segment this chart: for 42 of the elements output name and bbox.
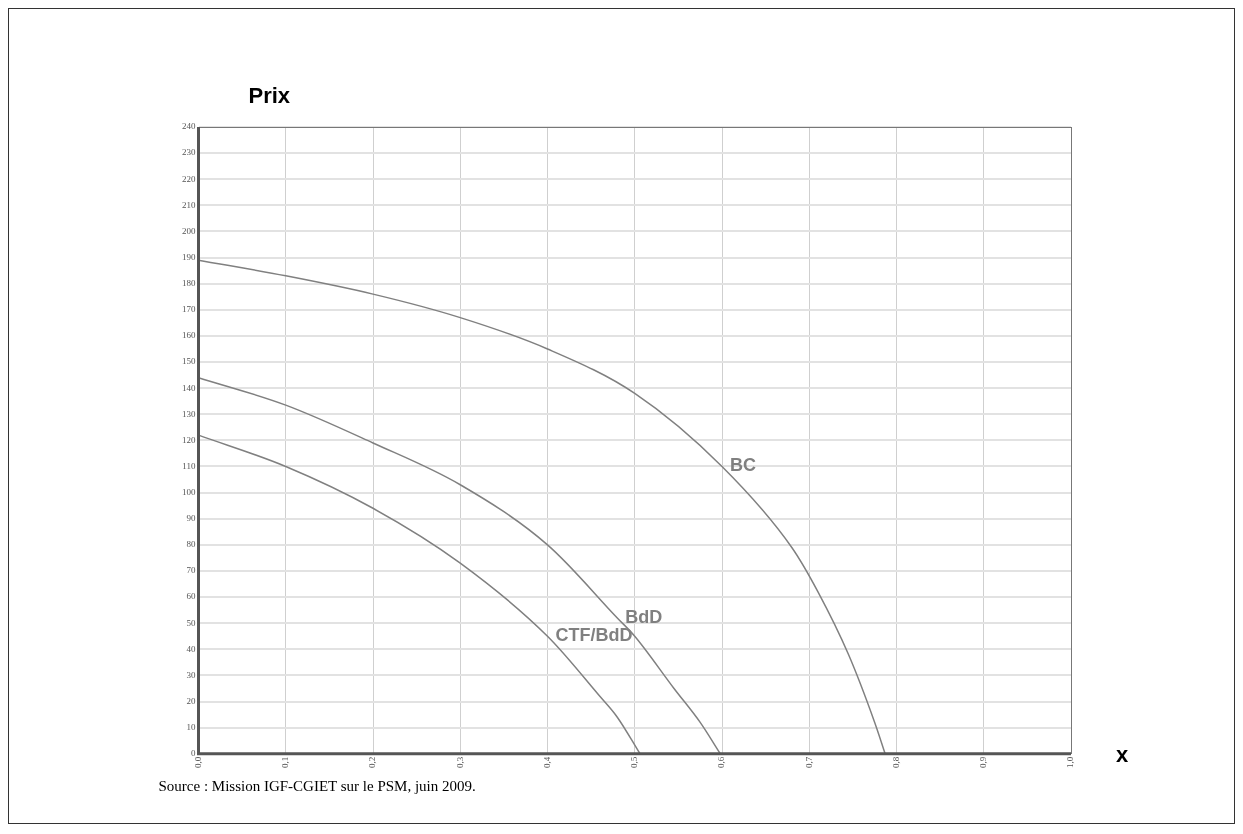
y-tick-label: 0 xyxy=(191,748,196,759)
series-label: CTF/BdD xyxy=(555,625,633,646)
y-tick-label: 110 xyxy=(182,460,196,471)
x-axis-title: x xyxy=(1116,741,1129,767)
y-tick-label: 30 xyxy=(186,669,196,680)
y-tick-label: 170 xyxy=(182,304,196,315)
y-tick-label: 220 xyxy=(182,173,196,184)
x-tick-label: 0,0 xyxy=(192,756,203,768)
y-tick-label: 140 xyxy=(182,382,196,393)
y-tick-label: 50 xyxy=(186,617,196,628)
y-tick-label: 180 xyxy=(182,278,196,289)
x-tick-label: 0,7 xyxy=(803,756,814,768)
x-tick-label: 0,6 xyxy=(716,756,727,768)
x-tick-label: 0,8 xyxy=(890,756,901,768)
x-tick-label: 0,3 xyxy=(454,756,465,768)
source-note: Source : Mission IGF-CGIET sur le PSM, juin 2009. xyxy=(158,777,476,794)
y-tick-label: 120 xyxy=(182,434,196,445)
x-tick-label: 0,1 xyxy=(280,756,291,768)
y-tick-label: 240 xyxy=(182,121,196,132)
series-label: BC xyxy=(730,455,756,476)
y-tick-label: 70 xyxy=(186,565,196,576)
y-tick-label: 160 xyxy=(182,330,196,341)
x-tick-label: 1,0 xyxy=(1065,756,1076,768)
y-tick-label: 190 xyxy=(182,251,196,262)
y-tick-label: 10 xyxy=(186,721,196,732)
x-tick-label: 0,9 xyxy=(978,756,989,768)
y-tick-label: 20 xyxy=(186,695,196,706)
y-tick-label: 80 xyxy=(186,539,196,550)
x-tick-label: 0,2 xyxy=(367,756,378,768)
y-tick-label: 150 xyxy=(182,356,196,367)
y-tick-label: 40 xyxy=(186,643,196,654)
y-tick-label: 210 xyxy=(182,199,196,210)
y-tick-label: 100 xyxy=(182,486,196,497)
y-axis-title: Prix xyxy=(248,83,291,108)
x-tick-label: 0,4 xyxy=(541,756,552,768)
y-tick-label: 60 xyxy=(186,591,196,602)
y-tick-label: 130 xyxy=(182,408,196,419)
y-tick-label: 90 xyxy=(186,513,196,524)
y-tick-label: 230 xyxy=(182,147,196,158)
x-tick-label: 0,5 xyxy=(629,756,640,768)
series-label: BdD xyxy=(625,606,663,627)
y-tick-label: 200 xyxy=(182,225,196,236)
